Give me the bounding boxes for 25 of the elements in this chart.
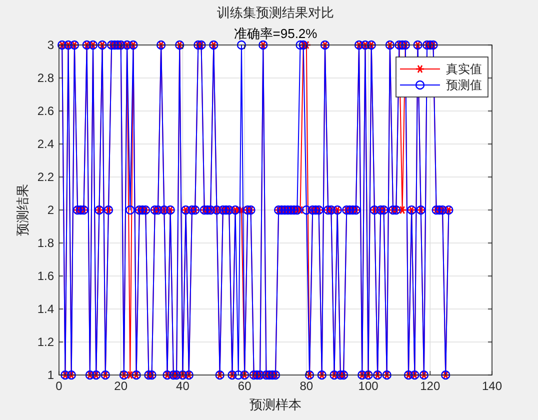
y-tick-label: 2.8 — [37, 71, 54, 85]
y-tick-label: 2 — [47, 203, 54, 217]
y-tick-label: 1.2 — [37, 335, 54, 349]
x-tick-label: 140 — [482, 379, 502, 393]
x-tick-label: 120 — [420, 379, 440, 393]
x-tick-label: 0 — [56, 379, 63, 393]
y-tick-label: 1.8 — [37, 236, 54, 250]
chart-subtitle: 准确率=95.2% — [234, 26, 318, 41]
chart-title: 训练集预测结果对比 — [217, 6, 334, 21]
x-axis-title: 预测样本 — [250, 398, 302, 413]
x-tick-label: 100 — [358, 379, 379, 393]
legend-label: 预测值 — [446, 78, 482, 92]
y-tick-label: 2.4 — [37, 137, 54, 151]
y-tick-label: 2.6 — [37, 104, 54, 118]
legend-label: 真实值 — [446, 62, 482, 76]
y-tick-label: 1.6 — [37, 269, 54, 283]
x-tick-label: 60 — [238, 379, 252, 393]
y-tick-label: 1.4 — [37, 302, 54, 316]
y-tick-label: 1 — [47, 368, 54, 382]
y-axis-title: 预测结果 — [16, 184, 31, 236]
x-tick-label: 40 — [176, 379, 190, 393]
x-tick-label: 80 — [300, 379, 314, 393]
y-tick-label: 3 — [47, 38, 54, 52]
y-tick-label: 2.2 — [37, 170, 54, 184]
x-tick-label: 20 — [114, 379, 128, 393]
